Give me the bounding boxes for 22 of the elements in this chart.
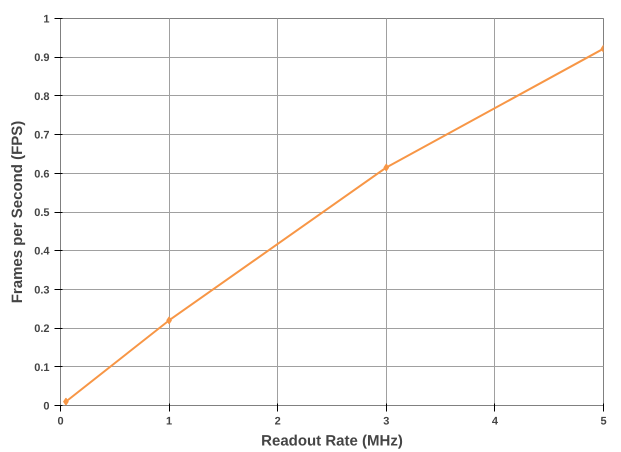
y-tick-label: 0.8 — [34, 90, 50, 103]
y-tick-label: 0.7 — [34, 130, 50, 142]
x-tick-label: 2 — [274, 416, 281, 428]
y-tick-label: 0.1 — [34, 362, 50, 374]
point — [166, 316, 172, 324]
y-tick-label: 1 — [43, 14, 50, 26]
point — [383, 163, 390, 172]
point — [63, 398, 69, 406]
x-axis-title: Readout Rate (MHz) — [261, 432, 403, 450]
x-tick-label: 0 — [57, 416, 64, 428]
y-tick-label: 0.2 — [34, 323, 50, 336]
y-tick-label: 0.9 — [34, 52, 50, 64]
x-tick-label: 5 — [600, 416, 607, 428]
y-tick-label: 0.5 — [34, 207, 50, 219]
y-tick-label: 0.6 — [34, 168, 50, 180]
x-tick-label: 4 — [492, 416, 499, 428]
y-axis-title: Frames per Second (FPS) — [9, 120, 26, 304]
x-tick-label: 1 — [166, 416, 172, 428]
y-tick-label: 0.3 — [34, 284, 50, 296]
y-tick-label: 0 — [43, 400, 50, 412]
y-tick-label: 0.4 — [34, 246, 50, 258]
x-tick-label: 3 — [383, 416, 390, 428]
